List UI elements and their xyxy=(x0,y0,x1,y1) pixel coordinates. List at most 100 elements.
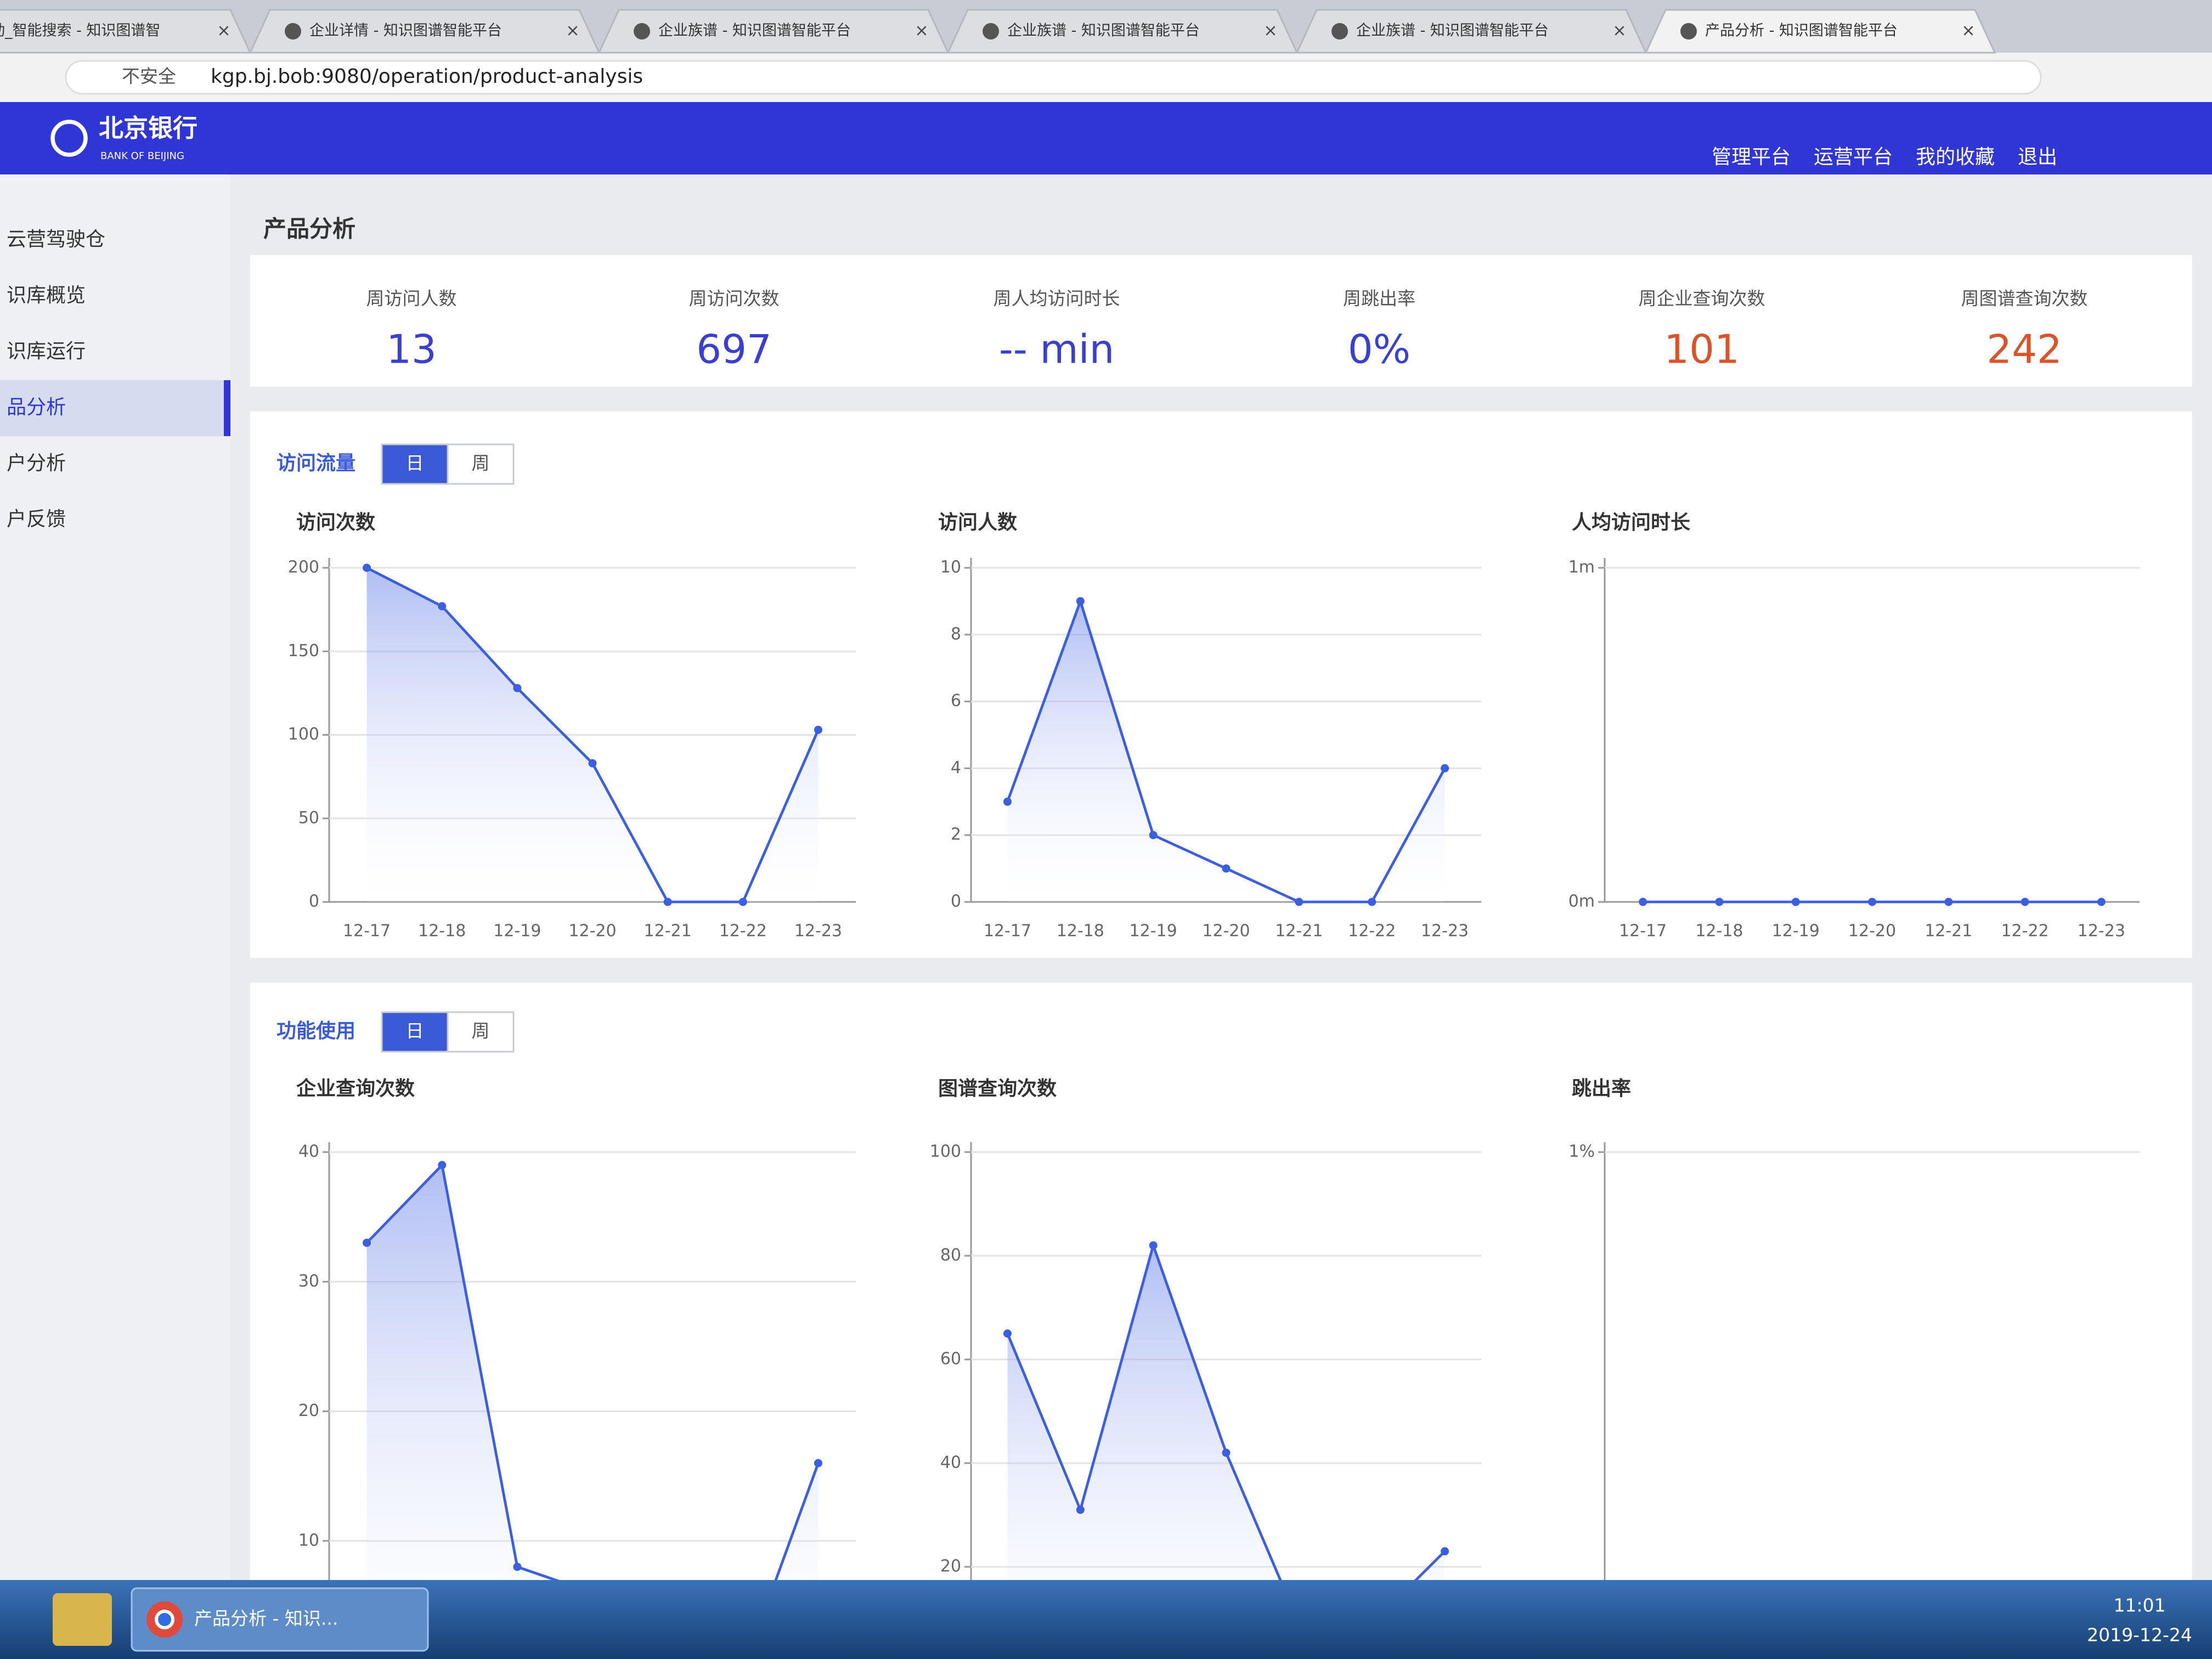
x-tick-label: 12-19 xyxy=(1772,922,1820,941)
point xyxy=(363,1238,371,1247)
y-tick-label: 20 xyxy=(298,1401,319,1420)
y-tick-label: 40 xyxy=(298,1142,319,1161)
point xyxy=(738,898,747,906)
browser-tab[interactable] xyxy=(1644,9,1996,54)
stat-value: 101 xyxy=(1664,326,1739,373)
chart-title: 图谱查询次数 xyxy=(938,1077,1057,1100)
stat-label: 周访问次数 xyxy=(689,288,780,309)
tab-close: × xyxy=(1961,21,1975,41)
x-tick-label: 12-19 xyxy=(1130,922,1177,941)
y-tick-label: 80 xyxy=(940,1246,961,1265)
stat-label: 周企业查询次数 xyxy=(1639,288,1765,309)
nav-link[interactable]: 退出 xyxy=(2018,146,2057,168)
point xyxy=(438,1161,447,1170)
x-tick-label: 12-23 xyxy=(2078,922,2125,941)
x-tick-label: 12-23 xyxy=(794,922,842,941)
toggle-label: 周 xyxy=(472,1020,490,1042)
security-label: 不安全 xyxy=(122,66,176,87)
tab-title: 的移动_智能搜索 - 知识图谱智 xyxy=(0,22,160,40)
chart-title: 访问人数 xyxy=(938,511,1017,534)
tab-title: 产品分析 - 知识图谱智能平台 xyxy=(1705,22,1898,40)
nav-link[interactable]: 管理平台 xyxy=(1712,146,1791,168)
stat-value: -- min xyxy=(999,326,1115,373)
point xyxy=(1295,898,1304,906)
sidebar-item[interactable]: 识库运行 xyxy=(7,340,86,363)
y-tick-label: 100 xyxy=(288,725,319,744)
browser-tab[interactable] xyxy=(946,9,1299,54)
sidebar-item[interactable]: 品分析 xyxy=(7,396,66,419)
point xyxy=(1003,797,1012,806)
point xyxy=(1003,1329,1012,1338)
point xyxy=(1791,898,1800,906)
toggle-button[interactable] xyxy=(381,443,449,485)
point xyxy=(1222,864,1231,873)
sidebar-active xyxy=(0,380,230,436)
sidebar-active-bar xyxy=(224,380,230,436)
sidebar-item[interactable]: 云营驾驶仓 xyxy=(7,228,105,251)
point xyxy=(663,898,672,906)
logo-icon xyxy=(50,120,88,157)
sidebar-item[interactable]: 识库概览 xyxy=(7,284,86,307)
nav-link[interactable]: 我的收藏 xyxy=(1916,146,1995,168)
y-tick-label: 30 xyxy=(298,1272,319,1291)
x-tick-label: 12-21 xyxy=(644,922,692,941)
nav-link[interactable]: 运营平台 xyxy=(1814,146,1893,168)
y-tick-label: 20 xyxy=(940,1557,961,1576)
browser-tab[interactable] xyxy=(249,9,601,54)
tab-title: 企业详情 - 知识图谱智能平台 xyxy=(309,22,502,40)
section-title: 访问流量 xyxy=(276,452,356,475)
url: kgp.bj.bob:9080/operation/product-analys… xyxy=(211,65,643,88)
x-tick-label: 12-18 xyxy=(1695,922,1743,941)
y-tick-label: 0 xyxy=(309,892,319,911)
x-tick-label: 12-22 xyxy=(719,922,767,941)
app-button[interactable] xyxy=(131,1587,429,1652)
explorer-icon[interactable] xyxy=(53,1593,112,1646)
browser-tab[interactable] xyxy=(0,9,252,54)
tab-favicon xyxy=(1331,23,1348,40)
y-tick-label: 1m xyxy=(1568,558,1595,577)
point xyxy=(2021,898,2029,906)
omnibox[interactable] xyxy=(65,60,2042,95)
taskbar: 产品分析 - 知识... 11:01 2019-12-24 xyxy=(0,1580,2212,1659)
point xyxy=(363,563,371,572)
sidebar-item[interactable]: 户反馈 xyxy=(7,508,66,531)
tab-close: × xyxy=(1263,21,1277,41)
section-title: 功能使用 xyxy=(276,1020,356,1042)
point xyxy=(1076,597,1085,606)
y-tick-label: 40 xyxy=(940,1453,961,1472)
toggle-label: 日 xyxy=(406,453,424,474)
point xyxy=(1076,1505,1085,1514)
x-tick-label: 12-18 xyxy=(418,922,466,941)
tab-close: × xyxy=(217,21,230,41)
stat-label: 周跳出率 xyxy=(1343,288,1415,309)
stat-value: 697 xyxy=(696,326,771,373)
tab-favicon xyxy=(285,23,301,40)
sidebar-item[interactable]: 户分析 xyxy=(7,452,66,475)
toggle-button[interactable] xyxy=(447,443,515,485)
x-tick-label: 12-18 xyxy=(1057,922,1104,941)
point xyxy=(588,759,597,768)
point xyxy=(1715,898,1724,906)
browser-tab[interactable] xyxy=(1295,9,1647,54)
point xyxy=(1868,898,1876,906)
toggle-button[interactable] xyxy=(447,1011,515,1053)
toggle-label: 日 xyxy=(406,1020,424,1042)
logo-en: BANK OF BEIJING xyxy=(100,150,184,162)
y-tick-label: 100 xyxy=(930,1142,961,1161)
point xyxy=(513,684,522,692)
tab-close: × xyxy=(566,21,579,41)
point xyxy=(1944,898,1953,906)
x-tick-label: 12-17 xyxy=(343,922,391,941)
x-tick-label: 12-20 xyxy=(1848,922,1896,941)
x-tick-label: 12-22 xyxy=(1348,922,1396,941)
point xyxy=(1149,831,1158,839)
point xyxy=(2097,898,2106,906)
y-tick-label: 8 xyxy=(951,624,961,644)
tab-close: × xyxy=(1612,21,1626,41)
toggle-button[interactable] xyxy=(381,1011,449,1053)
browser-tab[interactable] xyxy=(597,9,950,54)
x-tick-label: 12-17 xyxy=(1619,922,1667,941)
tab-title: 企业族谱 - 知识图谱智能平台 xyxy=(658,22,851,40)
